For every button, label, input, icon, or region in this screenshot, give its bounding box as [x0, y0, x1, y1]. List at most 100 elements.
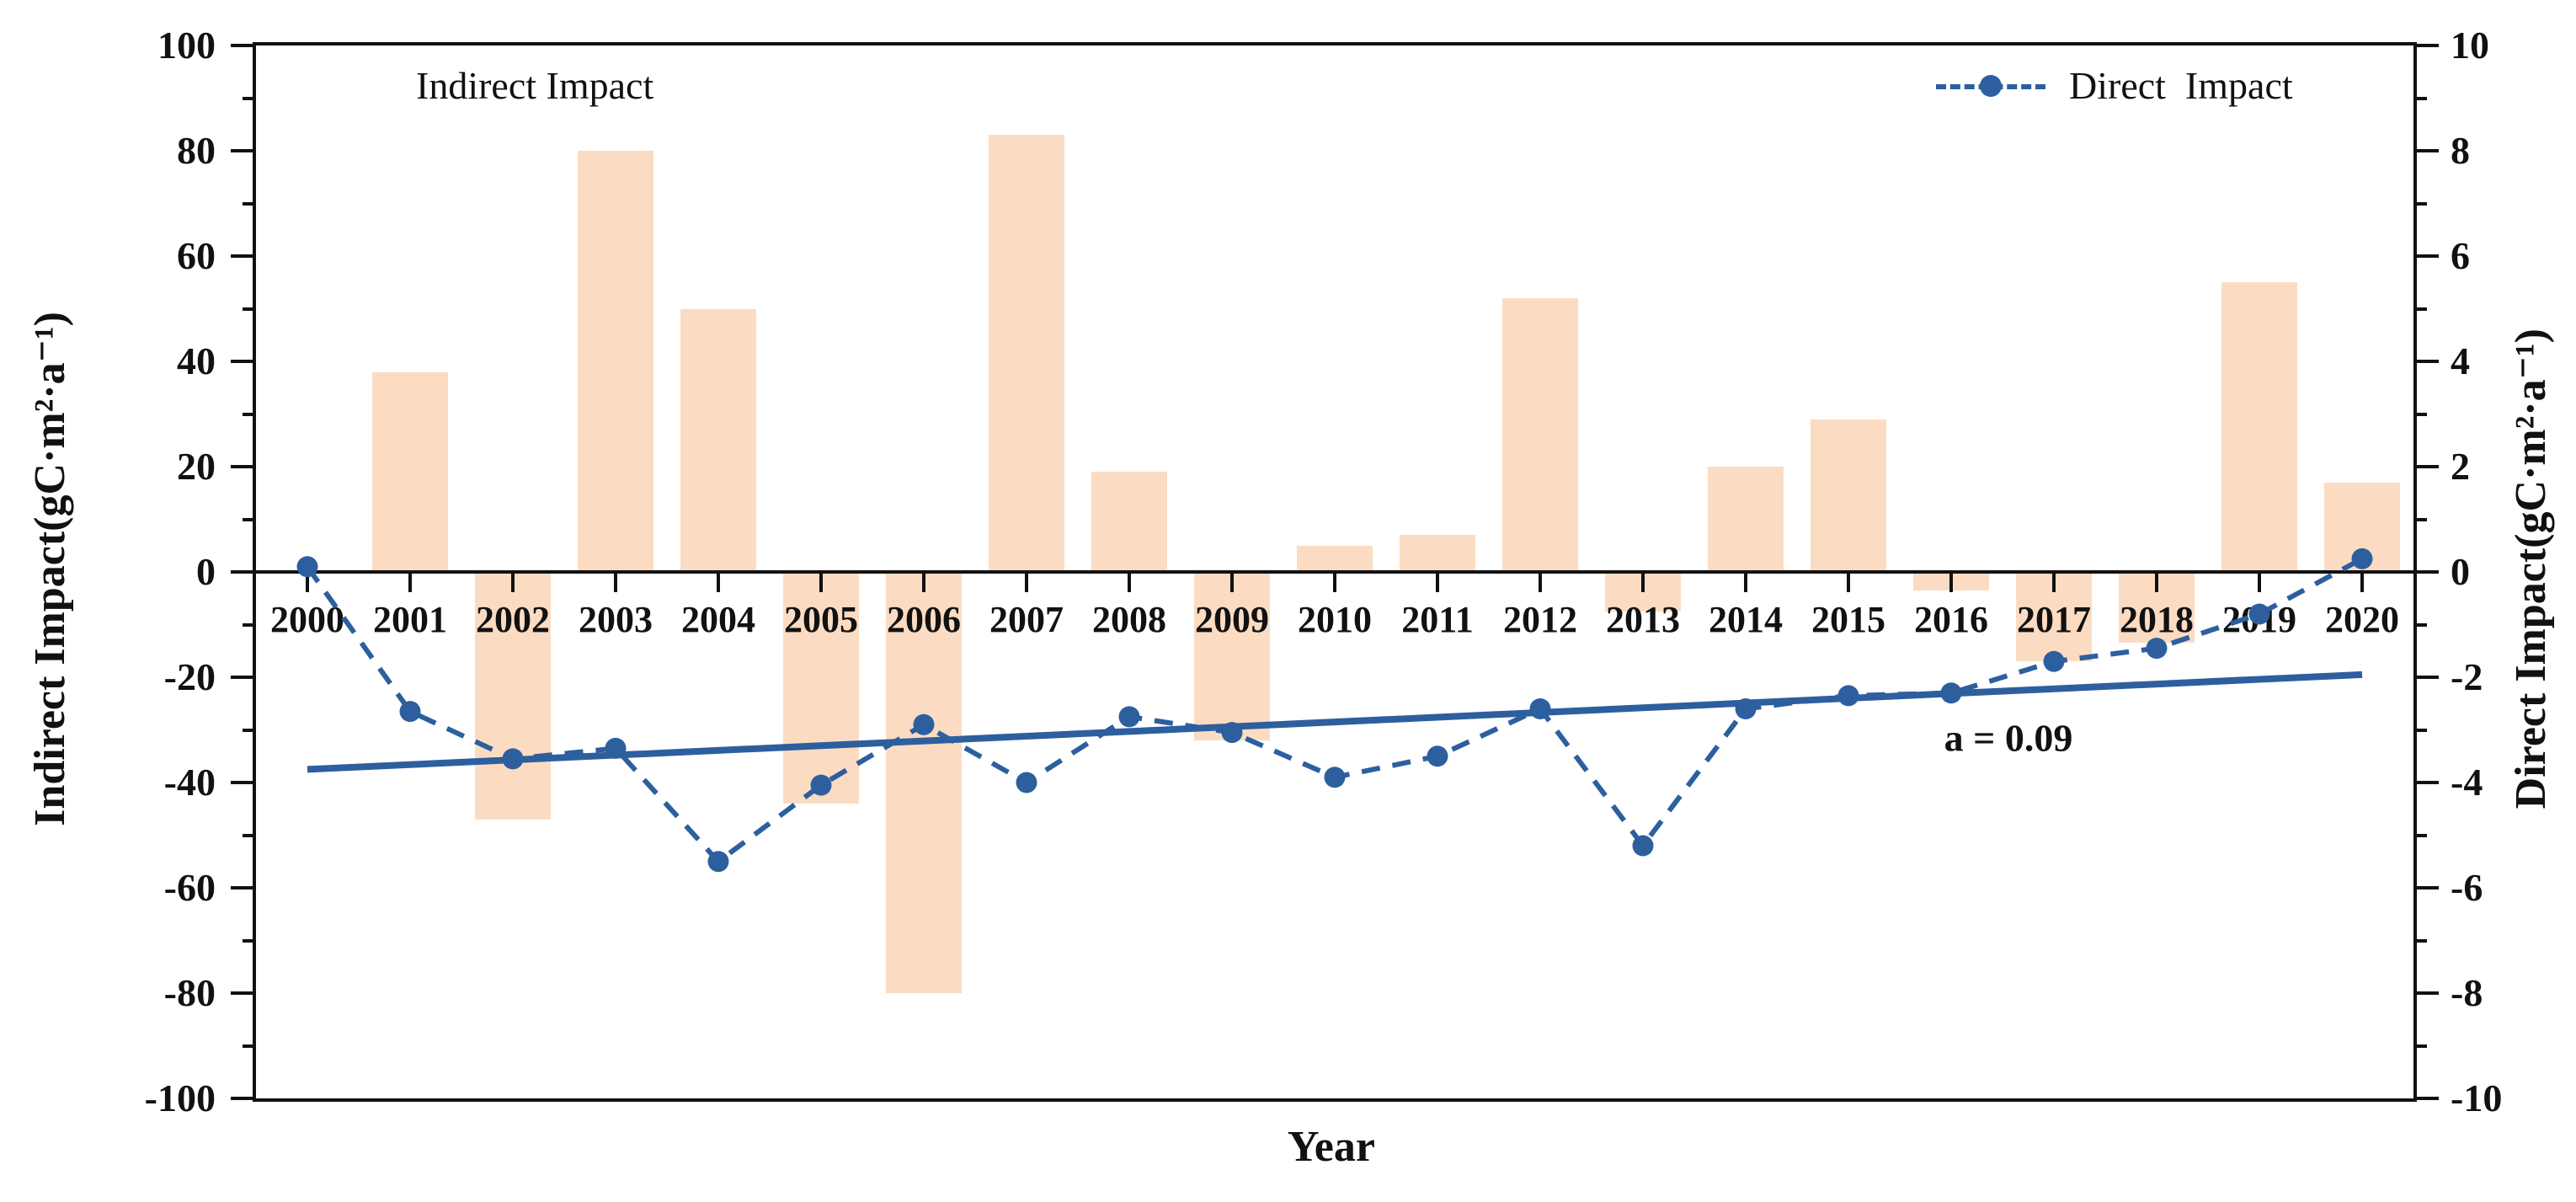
- y-tick-major: [2413, 781, 2439, 784]
- y-tick-major: [2413, 991, 2439, 995]
- x-tick-label: 2001: [373, 599, 447, 640]
- x-tick: [408, 574, 412, 592]
- indirect-impact-bar: [1811, 419, 1886, 572]
- indirect-impact-legend-label: Indirect Impact: [416, 64, 654, 107]
- y-tick-major: [231, 360, 256, 363]
- direct-impact-point: [2351, 548, 2373, 569]
- direct-impact-point: [810, 774, 832, 796]
- y-tick-label: 40: [177, 339, 216, 382]
- y-tick-major: [231, 781, 256, 784]
- line-series-svg: [296, 548, 2373, 873]
- y-tick-minor: [243, 96, 256, 100]
- left-axis-title: Indirect Impact(gC·m²·a⁻¹): [26, 311, 74, 826]
- line-dot-icon: [1980, 75, 2002, 97]
- y-tick-major: [231, 465, 256, 468]
- y-tick-label: -8: [2451, 971, 2483, 1014]
- y-tick-label: 60: [177, 234, 216, 277]
- x-tick-label: 2015: [1811, 599, 1885, 640]
- y-tick-major: [2413, 1097, 2439, 1100]
- direct-impact-line: [305, 556, 2364, 865]
- y-tick-minor: [2413, 307, 2427, 311]
- x-tick: [1333, 574, 1336, 592]
- x-tick-label: 2018: [2120, 599, 2194, 640]
- x-tick-label: 2017: [2017, 599, 2091, 640]
- legend-indirect-impact: Indirect Impact: [310, 64, 653, 108]
- direct-impact-line-sample: [1936, 75, 2045, 97]
- y-tick-label: 0: [196, 550, 216, 593]
- y-tick-minor: [2413, 622, 2427, 627]
- y-tick-minor: [2413, 517, 2427, 521]
- direct-impact-point: [913, 713, 935, 735]
- y-tick-label: -6: [2451, 866, 2483, 909]
- indirect-impact-bar: [1297, 545, 1373, 572]
- y-tick-label: 100: [157, 24, 216, 67]
- x-tick-label: 2011: [1401, 599, 1474, 640]
- direct-impact-point: [296, 556, 318, 578]
- direct-impact-point: [707, 851, 729, 873]
- y-tick-minor: [2413, 833, 2427, 837]
- x-tick-label: 2013: [1606, 599, 1680, 640]
- x-tick: [2155, 574, 2158, 592]
- x-tick: [306, 574, 309, 592]
- y-tick-label: 80: [177, 129, 216, 172]
- y-tick-label: -20: [163, 655, 216, 698]
- y-tick-minor: [2413, 96, 2427, 100]
- indirect-impact-bar: [372, 371, 448, 572]
- x-tick-label: 2000: [270, 599, 344, 640]
- y-tick-major: [2413, 886, 2439, 889]
- y-tick-minor: [243, 938, 256, 943]
- indirect-impact-bar: [1502, 298, 1578, 572]
- y-tick-minor: [243, 201, 256, 206]
- direct-impact-point: [399, 701, 421, 723]
- y-tick-minor: [2413, 728, 2427, 732]
- indirect-impact-bar: [783, 572, 859, 804]
- y-tick-label: -100: [144, 1076, 216, 1119]
- x-tick: [1641, 574, 1645, 592]
- y-tick-major: [231, 570, 256, 574]
- x-tick-label: 2004: [681, 599, 755, 640]
- y-tick-major: [2413, 149, 2439, 152]
- y-tick-minor: [2413, 1044, 2427, 1048]
- direct-impact-point: [1632, 835, 1654, 857]
- indirect-impact-bar: [1091, 472, 1167, 572]
- x-tick: [1539, 574, 1542, 592]
- y-tick-major: [231, 991, 256, 995]
- direct-impact-point: [2043, 650, 2065, 672]
- x-tick-label: 2020: [2325, 599, 2399, 640]
- indirect-impact-bar: [475, 572, 551, 820]
- y-tick-major: [2413, 465, 2439, 468]
- y-tick-minor: [243, 728, 256, 732]
- right-axis-title: Direct Impact(gC·m²·a⁻¹): [2507, 328, 2555, 809]
- direct-impact-point: [1324, 767, 1346, 788]
- x-tick: [1128, 574, 1131, 592]
- x-tick: [511, 574, 515, 592]
- indirect-impact-bar: [1708, 467, 1784, 572]
- y-tick-minor: [2413, 412, 2427, 416]
- indirect-impact-swatch: [310, 64, 387, 108]
- y-tick-minor: [243, 412, 256, 416]
- x-tick: [2258, 574, 2261, 592]
- direct-impact-point: [1837, 685, 1859, 707]
- left-axis-title-wrap: Indirect Impact(gC·m²·a⁻¹): [0, 42, 101, 1095]
- indirect-impact-bar: [989, 135, 1064, 572]
- x-tick-label: 2002: [476, 599, 550, 640]
- x-tick-label: 2005: [784, 599, 858, 640]
- y-tick-label: 10: [2451, 24, 2489, 67]
- x-tick: [1949, 574, 1953, 592]
- y-tick-label: -10: [2451, 1076, 2503, 1119]
- y-tick-major: [231, 149, 256, 152]
- x-tick-label: 2009: [1195, 599, 1269, 640]
- y-tick-minor: [243, 307, 256, 311]
- y-tick-major: [231, 44, 256, 47]
- indirect-impact-bar: [886, 572, 962, 993]
- indirect-impact-bar: [578, 151, 653, 572]
- y-tick-major: [2413, 676, 2439, 679]
- y-tick-label: -80: [163, 971, 216, 1014]
- direct-impact-point: [1529, 698, 1551, 719]
- plot-area: -100 -80 -60 -40 -20 0 20 40 60 80 100 -10 -8 -6 -4 -2 0…: [145, 26, 2503, 1118]
- y-tick-major: [2413, 360, 2439, 363]
- x-tick-label: 2014: [1709, 599, 1783, 640]
- x-tick: [1025, 574, 1028, 592]
- x-tick: [1744, 574, 1747, 592]
- y-tick-major: [2413, 44, 2439, 47]
